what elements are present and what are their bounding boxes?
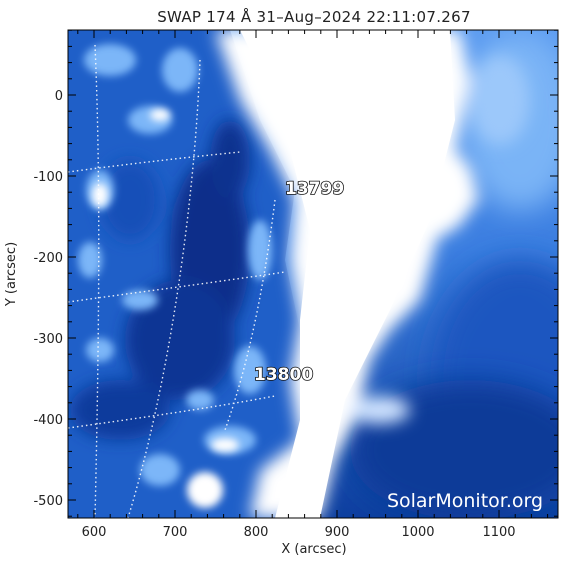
active-region-label-13800: 13800 <box>254 365 313 385</box>
plot-frame <box>67 29 559 519</box>
x-tick-label: 1100 <box>482 525 515 540</box>
x-tick-label: 1000 <box>401 525 434 540</box>
y-tick-label: 0 <box>55 89 63 104</box>
active-region-labels: 13799 13800 <box>253 178 345 386</box>
watermark: SolarMonitor.org <box>387 490 543 512</box>
x-tick-label: 900 <box>325 525 350 540</box>
x-tick-label: 700 <box>163 525 188 540</box>
y-tick-label: -300 <box>33 332 63 347</box>
solar-image <box>68 30 558 518</box>
active-region-label-13799: 13799 <box>285 179 344 199</box>
y-tick-label: -400 <box>33 413 63 428</box>
y-tick-label: -200 <box>33 251 63 266</box>
x-tick-label: 600 <box>82 525 107 540</box>
figure-title: SWAP 174 Å 31–Aug–2024 22:11:07.267 <box>157 7 471 26</box>
x-tick-label: 800 <box>244 525 269 540</box>
x-axis-label: X (arcsec) <box>281 542 346 557</box>
y-tick-label: -100 <box>33 170 63 185</box>
y-axis: 0 -100 -200 -300 -400 -500 <box>33 29 558 517</box>
y-tick-label: -500 <box>33 494 63 509</box>
x-axis: 600 700 800 900 1000 1100 <box>77 30 549 540</box>
y-axis-label: Y (arcsec) <box>4 242 19 307</box>
